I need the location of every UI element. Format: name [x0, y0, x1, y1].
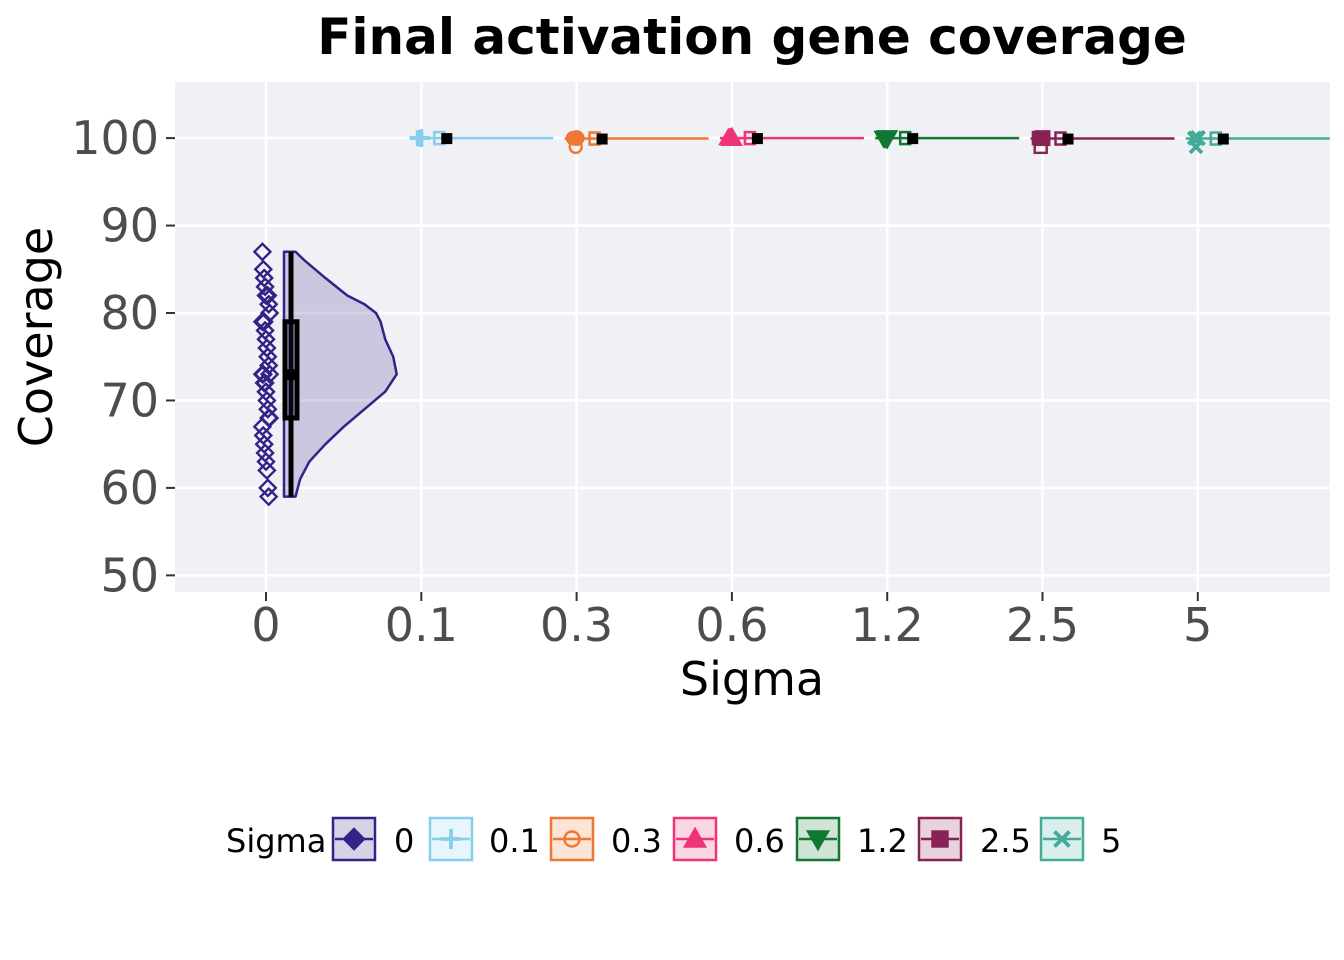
- data-point-0: [259, 294, 279, 314]
- data-point-0: [258, 347, 278, 367]
- mean-marker-0.3: [596, 133, 608, 145]
- data-point-0: [258, 285, 278, 306]
- mean-marker-5: [1217, 133, 1229, 145]
- x-tick-label: 0.1: [385, 598, 458, 652]
- legend-key-shape-0: [342, 827, 366, 851]
- mean-layer: [286, 133, 1229, 381]
- y-tick-label: 90: [100, 199, 159, 253]
- data-point-0: [255, 277, 275, 297]
- violin-layer: [282, 136, 1330, 498]
- legend-item-2.5: 2.5: [917, 816, 1031, 862]
- data-point-0: [252, 417, 273, 437]
- legend-label-2.5: 2.5: [980, 822, 1031, 860]
- data-point-0: [258, 399, 278, 419]
- y-axis: 50 60 70 80 90 100: [71, 111, 175, 602]
- violin-0: [282, 250, 398, 498]
- legend: Sigma 0 0.1 0.3 0.6 1.2 2.5 5: [226, 816, 1121, 862]
- data-point-0: [257, 460, 277, 481]
- plot-panel: [175, 82, 1330, 592]
- mean-marker-2.5: [1062, 133, 1074, 145]
- legend-item-5: 5: [1039, 816, 1121, 862]
- x-axis: 0 0.1 0.3 0.6 1.2 2.5 5: [251, 592, 1212, 652]
- data-point-0: [256, 451, 276, 472]
- point-layer: [252, 126, 1206, 507]
- x-tick-label: 1.2: [851, 598, 924, 652]
- legend-label-1.2: 1.2: [857, 822, 908, 860]
- data-point-0: [256, 329, 276, 349]
- data-point-0: [252, 242, 273, 262]
- legend-item-0: 0: [331, 816, 414, 862]
- data-point-0: [253, 425, 273, 446]
- legend-label-0.3: 0.3: [611, 822, 662, 860]
- legend-key-shape-5: [1053, 830, 1071, 848]
- data-point-0: [253, 259, 273, 279]
- summary-point-0.1: [412, 129, 431, 148]
- x-tick-label: 5: [1183, 598, 1212, 652]
- summary-point-0.6: [720, 126, 743, 147]
- data-point-0: [253, 364, 273, 384]
- legend-key-shape-2.5: [931, 830, 949, 848]
- mean-marker-1.2: [907, 133, 919, 145]
- y-axis-title: Coverage: [9, 227, 63, 447]
- legend-item-0.6: 0.6: [672, 816, 785, 862]
- x-tick-label: 2.5: [1006, 598, 1079, 652]
- legend-key-shape-0.1: [441, 829, 461, 849]
- data-point-0: [257, 338, 277, 358]
- legend-key-shape-0.3: [563, 830, 581, 848]
- summary-point-5: [1189, 129, 1206, 147]
- y-tick-label: 70: [100, 373, 159, 427]
- legend-item-0.1: 0.1: [428, 816, 540, 862]
- data-point-0: [255, 320, 275, 341]
- summary-point-2.5: [1034, 130, 1051, 147]
- data-point-0: [254, 268, 274, 288]
- grid-lines: [175, 82, 1330, 592]
- y-tick-label: 80: [100, 286, 159, 340]
- x-axis-title: Sigma: [680, 652, 824, 706]
- data-point-0: [259, 364, 280, 384]
- data-point-0: [256, 382, 276, 402]
- mean-marker-0.1: [441, 133, 453, 145]
- data-point-0: [258, 478, 278, 498]
- data-point-0: [254, 434, 274, 454]
- legend-item-1.2: 1.2: [795, 816, 908, 862]
- legend-label-5: 5: [1101, 822, 1121, 860]
- legend-label-0: 0: [394, 822, 414, 860]
- data-point-0: [259, 486, 279, 507]
- mean-marker-0: [286, 369, 297, 381]
- x-tick-label: 0: [251, 598, 280, 652]
- y-tick-label: 50: [100, 548, 159, 602]
- legend-label-0.6: 0.6: [734, 822, 785, 860]
- x-tick-label: 0.6: [695, 598, 768, 652]
- chart-title: Final activation gene coverage: [317, 8, 1187, 66]
- y-tick-label: 60: [100, 461, 159, 515]
- x-tick-label: 0.3: [540, 598, 613, 652]
- mean-marker-0.6: [751, 133, 763, 145]
- summary-point-0.3: [568, 130, 585, 147]
- y-tick-label: 100: [71, 111, 159, 165]
- summary-point-1.2: [876, 130, 899, 150]
- legend-item-0.3: 0.3: [549, 816, 662, 862]
- legend-title: Sigma: [226, 822, 326, 860]
- data-point-0: [255, 443, 275, 463]
- data-point-0: [255, 373, 275, 393]
- legend-label-0.1: 0.1: [489, 822, 540, 860]
- data-point-0: [257, 390, 277, 411]
- legend-key-shape-0.6: [682, 826, 708, 848]
- legend-key-shape-1.2: [805, 830, 831, 852]
- data-point-0: [254, 312, 274, 332]
